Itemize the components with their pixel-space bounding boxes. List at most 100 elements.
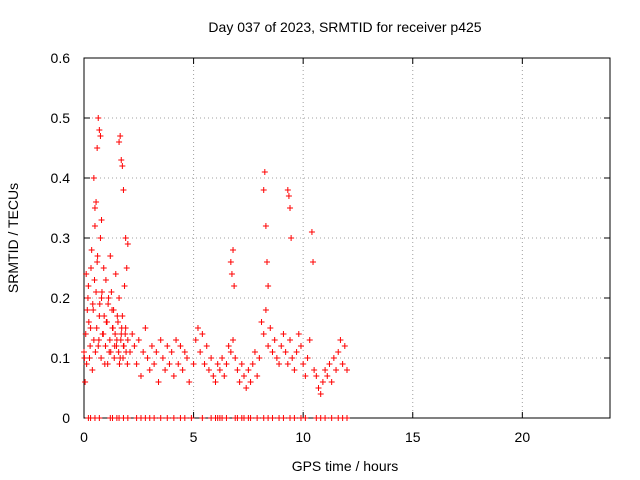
data-point: [247, 415, 254, 421]
data-point: [231, 283, 238, 289]
data-point: [265, 283, 272, 289]
plot-frame: [83, 57, 611, 419]
data-point: [184, 355, 191, 361]
data-point: [291, 415, 298, 421]
data-point: [166, 361, 173, 367]
data-point: [214, 361, 221, 367]
data-point: [148, 343, 155, 349]
data-point: [168, 349, 175, 355]
data-point: [232, 355, 239, 361]
data-point: [91, 277, 98, 283]
data-point: [333, 367, 340, 373]
data-point: [144, 355, 151, 361]
data-point: [96, 415, 103, 421]
data-point: [90, 337, 97, 343]
data-point: [344, 367, 350, 373]
x-tick-label: 15: [405, 429, 421, 445]
data-point: [223, 415, 230, 421]
data-point: [344, 415, 350, 421]
data-point: [254, 415, 261, 421]
data-point: [208, 355, 215, 361]
data-point: [170, 415, 177, 421]
data-point: [243, 385, 250, 391]
data-point: [151, 415, 158, 421]
data-point: [118, 325, 125, 331]
data-point: [271, 337, 278, 343]
data-point: [273, 355, 280, 361]
data-point: [107, 349, 114, 355]
data-point: [225, 343, 232, 349]
data-point: [289, 355, 296, 361]
data-point: [114, 313, 121, 319]
data-point: [129, 331, 136, 337]
data-point: [276, 361, 283, 367]
data-point: [91, 223, 98, 229]
data-point: [216, 367, 223, 373]
data-point: [173, 337, 180, 343]
data-point: [175, 361, 182, 367]
data-point: [322, 367, 329, 373]
data-point: [223, 361, 230, 367]
x-tick-label: 20: [515, 429, 531, 445]
data-point: [155, 379, 162, 385]
y-tick-label: 0.3: [51, 230, 71, 246]
data-point: [111, 355, 118, 361]
data-point: [81, 349, 87, 355]
data-point: [94, 259, 101, 265]
data-point: [95, 337, 102, 343]
y-tick-label: 0.1: [51, 350, 71, 366]
data-point: [83, 361, 90, 367]
data-point: [81, 355, 88, 361]
data-point: [190, 361, 197, 367]
data-point: [137, 373, 144, 379]
data-point: [112, 271, 119, 277]
data-point: [326, 361, 333, 367]
y-tick-label: 0: [62, 410, 70, 426]
data-point: [284, 187, 291, 193]
data-point: [186, 379, 193, 385]
data-point: [90, 307, 97, 313]
data-point: [304, 355, 311, 361]
data-point: [109, 307, 116, 313]
data-point: [98, 355, 105, 361]
data-point: [105, 301, 112, 307]
data-point: [124, 337, 131, 343]
data-point: [269, 349, 276, 355]
data-point: [328, 415, 335, 421]
y-axis-label: SRMTID / TECUs: [5, 183, 21, 293]
data-point: [86, 355, 93, 361]
data-point: [108, 289, 115, 295]
data-point: [94, 253, 101, 259]
data-point: [107, 253, 114, 259]
data-point: [203, 343, 210, 349]
data-point: [157, 415, 164, 421]
data-point: [117, 133, 124, 139]
data-point: [140, 349, 147, 355]
data-point: [93, 199, 100, 205]
data-point: [306, 337, 313, 343]
data-point: [135, 337, 142, 343]
data-point: [89, 367, 96, 373]
data-point: [339, 361, 346, 367]
data-point: [97, 235, 104, 241]
data-point: [100, 265, 107, 271]
data-point: [98, 295, 105, 301]
data-point: [120, 187, 127, 193]
data-point: [87, 325, 94, 331]
data-point: [230, 247, 237, 253]
x-tick-label: 0: [80, 429, 88, 445]
data-point: [315, 385, 322, 391]
data-point: [324, 373, 331, 379]
data-point: [201, 361, 208, 367]
data-point: [335, 349, 342, 355]
data-point: [285, 193, 292, 199]
data-point: [106, 337, 113, 343]
data-point: [120, 355, 127, 361]
data-point: [221, 373, 228, 379]
data-point: [146, 367, 153, 373]
data-point: [116, 361, 123, 367]
data-point: [96, 127, 103, 133]
data-point: [133, 361, 140, 367]
data-point: [98, 289, 105, 295]
data-point: [219, 355, 226, 361]
